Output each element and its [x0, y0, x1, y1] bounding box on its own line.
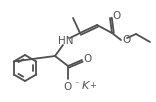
- Text: +: +: [89, 80, 96, 89]
- Text: O: O: [64, 82, 72, 92]
- Text: HN: HN: [58, 36, 74, 46]
- Text: K: K: [82, 81, 89, 91]
- Text: O: O: [122, 35, 130, 45]
- Text: O: O: [112, 11, 120, 21]
- Text: O: O: [83, 54, 91, 64]
- Text: ⁻: ⁻: [74, 80, 79, 89]
